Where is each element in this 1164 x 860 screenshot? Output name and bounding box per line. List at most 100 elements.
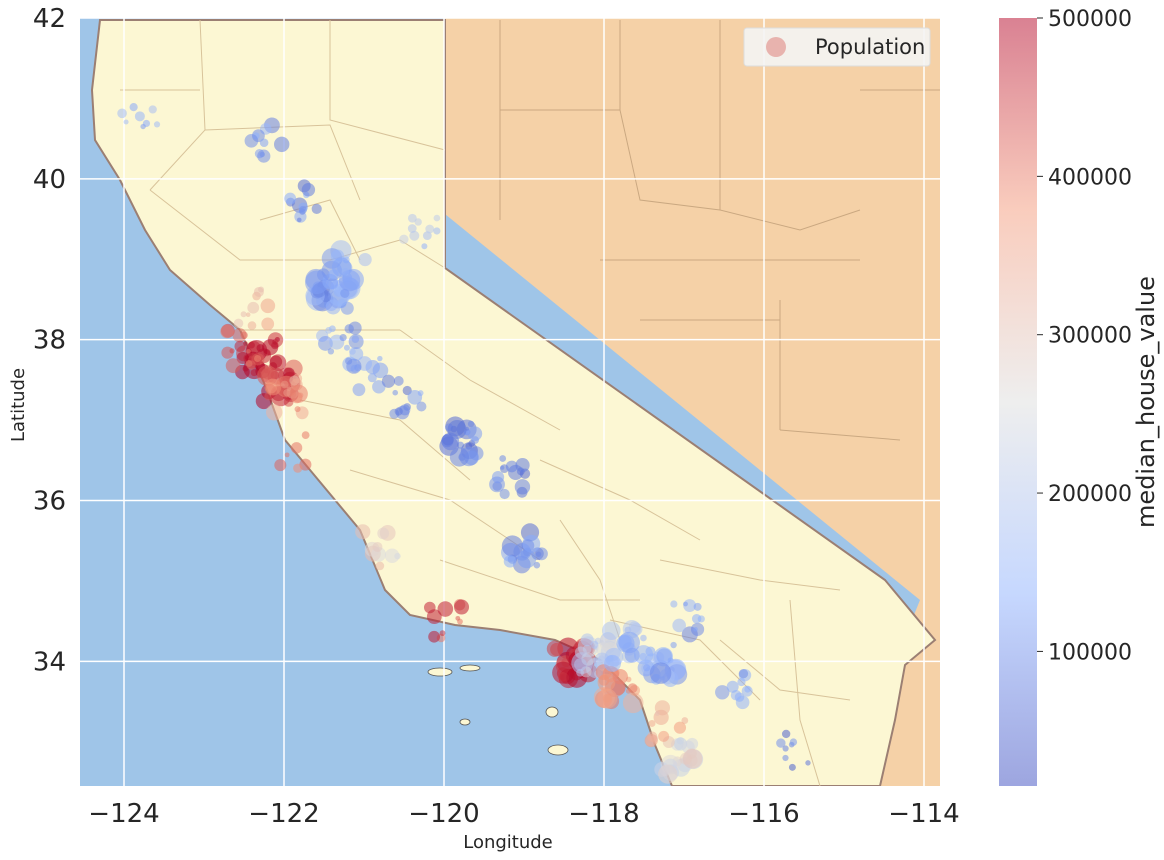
scatter-point — [123, 119, 129, 125]
scatter-point — [788, 763, 796, 771]
scatter-point — [258, 286, 265, 293]
scatter-point — [372, 541, 383, 552]
colorbar-tick-label: 300000 — [1048, 324, 1132, 349]
scatter-point — [439, 630, 446, 637]
scatter-point — [515, 458, 530, 473]
scatter-point — [257, 149, 271, 163]
map-background — [80, 18, 940, 786]
scatter-point — [296, 217, 302, 223]
scatter-point — [153, 121, 161, 128]
scatter-point — [670, 600, 678, 608]
scatter-point — [683, 601, 688, 607]
scatter-point — [247, 301, 260, 314]
scatter-point — [693, 602, 702, 611]
scatter-point — [407, 213, 417, 223]
scatter-point — [148, 105, 157, 114]
x-tick-label: −116 — [728, 799, 799, 829]
colorbar-tick-label: 400000 — [1048, 165, 1132, 190]
x-axis-label: Longitude — [463, 832, 553, 853]
scatter-point — [289, 384, 308, 403]
scatter-point — [670, 641, 677, 649]
scatter-point — [260, 298, 276, 314]
scatter-point — [377, 527, 390, 540]
scatter-point — [377, 355, 383, 362]
scatter-point — [414, 218, 422, 226]
scatter-point — [352, 383, 366, 397]
scatter-point — [325, 326, 333, 334]
scatter-point — [647, 731, 658, 742]
scatter-point — [601, 621, 621, 641]
scatter-point — [654, 711, 660, 716]
nevada-county-borders — [499, 20, 940, 441]
scatter-point — [234, 340, 246, 352]
scatter-point — [331, 257, 352, 277]
scatter-point — [618, 631, 640, 654]
scatter-point — [805, 760, 811, 766]
scatter-point — [301, 183, 316, 197]
colorbar-tick-label: 200000 — [1048, 482, 1132, 507]
scatter-point — [726, 680, 739, 693]
y-tick-label: 34 — [33, 647, 66, 677]
scatter-point — [503, 555, 517, 568]
legend-box — [743, 27, 931, 67]
scatter-point — [299, 458, 312, 471]
scatter-point — [574, 646, 587, 659]
legend-marker-population — [766, 37, 786, 57]
scatter-point — [229, 348, 235, 354]
scatter-point — [384, 548, 400, 564]
scatter-point — [225, 358, 241, 374]
scatter-point — [455, 615, 461, 621]
scatter-point — [301, 431, 310, 440]
scatter-point — [625, 688, 632, 694]
colorbar-label: median_house_value — [1132, 276, 1160, 528]
scatter-point — [245, 312, 251, 318]
scatter-point — [535, 547, 548, 561]
scatter-point — [117, 108, 127, 119]
scatter-point — [580, 633, 594, 647]
scatter-point — [367, 373, 377, 383]
colorbar-tick-label: 100000 — [1048, 640, 1132, 665]
scatter-point — [240, 311, 247, 318]
scatter-point — [789, 738, 798, 746]
scatter-point — [428, 630, 441, 643]
scatter-point — [304, 270, 329, 295]
scatter-point — [372, 380, 386, 394]
scatter-point — [574, 658, 587, 671]
scatter-point — [682, 748, 703, 769]
scatter-point — [633, 645, 654, 665]
scatter-point — [399, 234, 409, 244]
scatter-point — [259, 138, 269, 148]
scatter-point — [640, 634, 647, 642]
scatter-point — [449, 447, 470, 467]
scatter-point — [681, 717, 689, 724]
legend-label-population: Population — [815, 35, 925, 59]
scatter-point — [416, 401, 427, 412]
scatter-point — [246, 349, 251, 354]
scatter-point — [266, 404, 283, 421]
scatter-point — [348, 321, 362, 335]
scatter-point — [693, 627, 698, 632]
scatter-point — [447, 419, 467, 439]
scatter-point — [658, 764, 678, 784]
scatter-point — [499, 455, 507, 462]
scatter-point — [576, 668, 584, 677]
x-tick-label: −124 — [88, 799, 159, 829]
scatter-point — [247, 321, 257, 330]
scatter-point — [262, 339, 279, 356]
scatter-point — [604, 654, 622, 672]
scatter-point — [246, 360, 256, 370]
scatter-point — [433, 214, 441, 222]
scatter-point — [437, 601, 454, 617]
scatter-point — [284, 192, 297, 205]
scatter-point — [274, 136, 290, 153]
scatter-point — [735, 695, 750, 710]
y-tick-label: 40 — [33, 165, 66, 195]
scatter-point — [715, 685, 730, 700]
scatter-point — [433, 227, 441, 235]
scatter-point — [298, 205, 307, 214]
colorbar-ticks: 100000 200000 300000 400000 500000 — [1037, 7, 1132, 665]
scatter-point — [597, 673, 616, 692]
scatter-point — [658, 730, 670, 742]
x-tick-label: −114 — [888, 799, 959, 829]
scatter-point — [129, 103, 138, 112]
